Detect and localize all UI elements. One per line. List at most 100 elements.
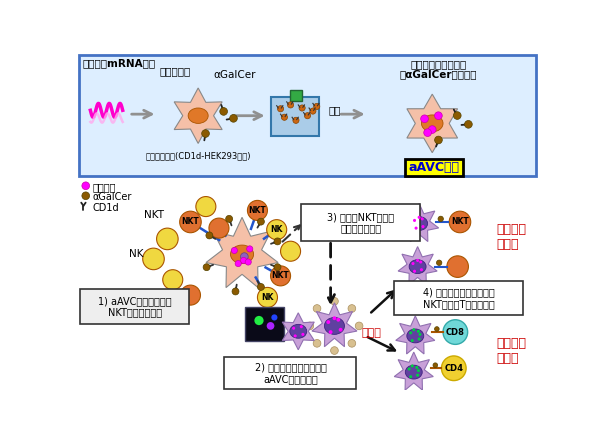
Circle shape (202, 130, 209, 138)
Circle shape (433, 363, 437, 367)
Circle shape (209, 218, 229, 238)
Circle shape (413, 219, 416, 222)
FancyBboxPatch shape (290, 89, 302, 101)
Circle shape (464, 120, 472, 128)
Circle shape (271, 314, 277, 321)
Ellipse shape (421, 115, 443, 132)
Circle shape (206, 232, 213, 239)
Circle shape (163, 270, 183, 290)
Circle shape (306, 322, 314, 330)
Text: 遂伝子導入: 遂伝子導入 (160, 67, 191, 76)
Ellipse shape (409, 260, 426, 274)
Text: aAVC作製: aAVC作製 (408, 161, 459, 174)
Circle shape (257, 287, 277, 307)
Circle shape (447, 256, 469, 277)
Text: CD1d: CD1d (92, 204, 119, 213)
Circle shape (420, 268, 423, 271)
Circle shape (196, 197, 216, 216)
Circle shape (415, 226, 418, 230)
Circle shape (231, 247, 238, 254)
Circle shape (434, 327, 439, 331)
Circle shape (436, 260, 442, 265)
FancyBboxPatch shape (245, 307, 284, 341)
Text: NKT: NKT (451, 217, 469, 226)
Circle shape (281, 241, 301, 261)
Circle shape (287, 102, 293, 108)
Polygon shape (282, 313, 314, 350)
Circle shape (407, 367, 410, 371)
Polygon shape (398, 247, 437, 285)
Text: NK: NK (129, 249, 143, 259)
Circle shape (418, 333, 421, 336)
Text: 成熟化: 成熟化 (361, 328, 381, 338)
Circle shape (348, 305, 356, 312)
Circle shape (416, 374, 419, 377)
Circle shape (454, 112, 461, 120)
FancyBboxPatch shape (224, 357, 356, 389)
Ellipse shape (410, 216, 428, 230)
FancyBboxPatch shape (79, 55, 536, 176)
Circle shape (443, 320, 467, 344)
Circle shape (300, 325, 303, 328)
Circle shape (157, 228, 178, 250)
Circle shape (331, 297, 338, 305)
Circle shape (348, 339, 356, 347)
Circle shape (304, 113, 311, 119)
Circle shape (232, 288, 239, 295)
Circle shape (301, 333, 304, 336)
Circle shape (143, 248, 164, 270)
Circle shape (449, 211, 471, 233)
Circle shape (257, 218, 265, 225)
Text: NK: NK (261, 293, 274, 302)
Text: 4) 成熟化樹穏細胞による
NKT細胞、T細胞活性化: 4) 成熟化樹穏細胞による NKT細胞、T細胞活性化 (422, 287, 494, 309)
Circle shape (413, 270, 416, 273)
Circle shape (235, 261, 241, 267)
Circle shape (293, 334, 297, 337)
Circle shape (247, 246, 253, 252)
Circle shape (421, 225, 425, 228)
Ellipse shape (290, 325, 307, 338)
Circle shape (421, 217, 424, 220)
Text: 2) 生体内樹状細胞による
aAVCの取り込み: 2) 生体内樹状細胞による aAVCの取り込み (254, 362, 326, 384)
Circle shape (266, 219, 287, 240)
Polygon shape (174, 88, 222, 143)
Text: CD4: CD4 (444, 364, 463, 373)
Text: NKT: NKT (248, 206, 266, 215)
Circle shape (292, 327, 295, 330)
Text: αGalCer: αGalCer (92, 192, 132, 202)
Circle shape (274, 238, 281, 245)
Circle shape (434, 112, 442, 120)
Text: ・αGalCer発現確認: ・αGalCer発現確認 (400, 69, 477, 79)
Text: 獲得免疫
の誘導: 獲得免疫 の誘導 (496, 337, 526, 365)
Circle shape (293, 117, 299, 124)
Circle shape (421, 115, 428, 123)
Circle shape (442, 356, 466, 381)
Polygon shape (400, 204, 439, 241)
Text: 腫癌抗原mRNA作製: 腫癌抗原mRNA作製 (83, 58, 156, 68)
Ellipse shape (230, 245, 254, 264)
Circle shape (314, 103, 320, 110)
Text: 3) 活性化NKT細胞に
よる成熟化刺激: 3) 活性化NKT細胞に よる成熟化刺激 (327, 212, 394, 233)
Circle shape (230, 114, 238, 122)
Circle shape (271, 266, 290, 286)
Circle shape (418, 337, 421, 340)
Circle shape (434, 136, 442, 144)
Circle shape (313, 339, 321, 347)
Circle shape (266, 322, 274, 330)
Text: αGalCer: αGalCer (214, 70, 256, 80)
Circle shape (277, 106, 284, 112)
Polygon shape (407, 94, 458, 153)
Ellipse shape (405, 365, 422, 379)
Polygon shape (206, 217, 278, 288)
Polygon shape (312, 303, 357, 347)
Text: NKT: NKT (144, 210, 164, 220)
Circle shape (82, 192, 89, 200)
Text: 回収: 回収 (328, 105, 341, 115)
FancyBboxPatch shape (301, 204, 420, 241)
Circle shape (410, 339, 414, 342)
Circle shape (338, 328, 343, 332)
Ellipse shape (188, 108, 208, 124)
Circle shape (410, 364, 414, 367)
FancyBboxPatch shape (394, 281, 523, 315)
Circle shape (257, 283, 265, 290)
